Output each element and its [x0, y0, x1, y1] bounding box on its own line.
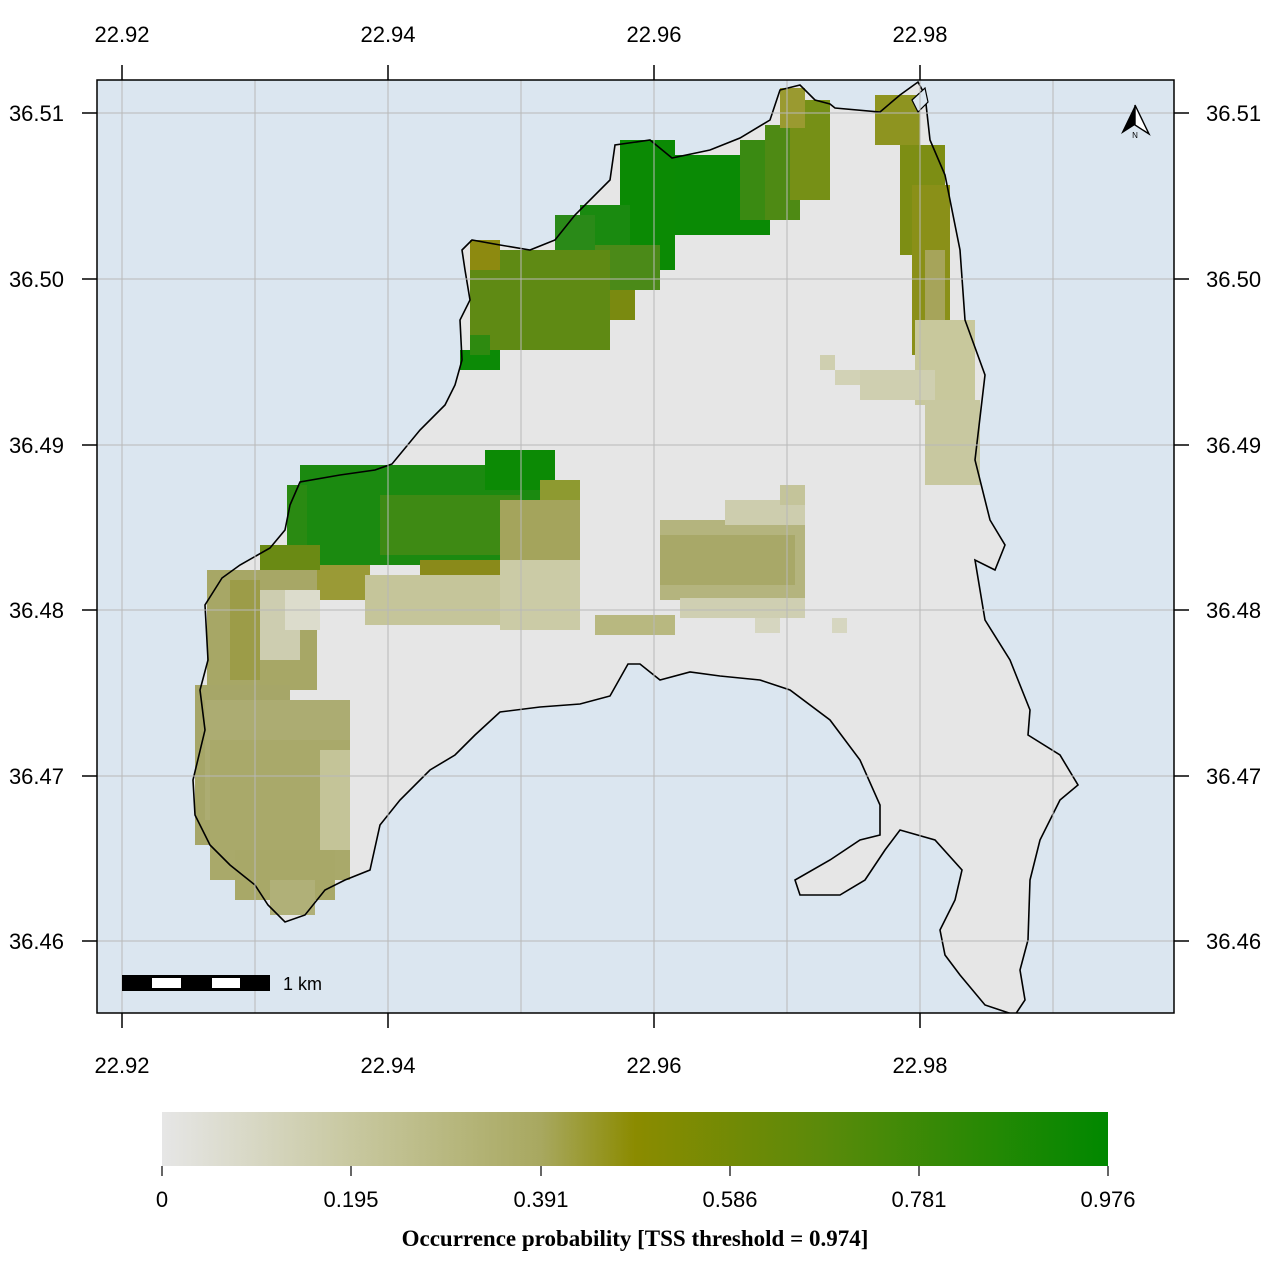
y-tick-right: 36.46 [1206, 929, 1261, 954]
north-arrow-label: N [1132, 131, 1138, 140]
scale-bar-label: 1 km [283, 974, 322, 994]
x-tick-top: 22.98 [892, 22, 947, 47]
legend-tick: 0.976 [1080, 1187, 1135, 1212]
x-tick-bottom: 22.94 [360, 1053, 415, 1078]
legend-colorbar [162, 1112, 1108, 1166]
legend-tick: 0 [156, 1187, 168, 1212]
y-tick-right: 36.47 [1206, 764, 1261, 789]
x-tick-bottom: 22.98 [892, 1053, 947, 1078]
y-tick-right: 36.49 [1206, 433, 1261, 458]
legend: 0 0.195 0.391 0.586 0.781 0.976 Occurren… [156, 1112, 1136, 1251]
x-tick-bottom: 22.96 [626, 1053, 681, 1078]
legend-tick: 0.195 [323, 1187, 378, 1212]
y-tick-right: 36.48 [1206, 598, 1261, 623]
x-tick-top: 22.96 [626, 22, 681, 47]
legend-tick: 0.586 [702, 1187, 757, 1212]
tick-marks [82, 65, 1189, 1028]
legend-tick: 0.391 [513, 1187, 568, 1212]
scale-bar: 1 km [122, 974, 322, 994]
peninsula-land [193, 82, 1078, 1013]
y-tick-left: 36.50 [9, 267, 64, 292]
x-tick-top: 22.92 [94, 22, 149, 47]
north-arrow-icon: N [1121, 104, 1151, 140]
y-tick-right: 36.50 [1206, 267, 1261, 292]
y-tick-left: 36.46 [9, 929, 64, 954]
x-tick-bottom: 22.92 [94, 1053, 149, 1078]
coastline [192, 80, 1080, 1013]
map-frame [96, 79, 1175, 1014]
y-tick-left: 36.47 [9, 764, 64, 789]
y-tick-right: 36.51 [1206, 101, 1261, 126]
legend-title: Occurrence probability [TSS threshold = … [402, 1226, 869, 1251]
y-tick-left: 36.49 [9, 433, 64, 458]
y-tick-left: 36.51 [9, 101, 64, 126]
x-tick-top: 22.94 [360, 22, 415, 47]
graticule [97, 80, 1174, 1013]
legend-tick: 0.781 [891, 1187, 946, 1212]
y-tick-left: 36.48 [9, 598, 64, 623]
probability-raster [195, 88, 980, 915]
